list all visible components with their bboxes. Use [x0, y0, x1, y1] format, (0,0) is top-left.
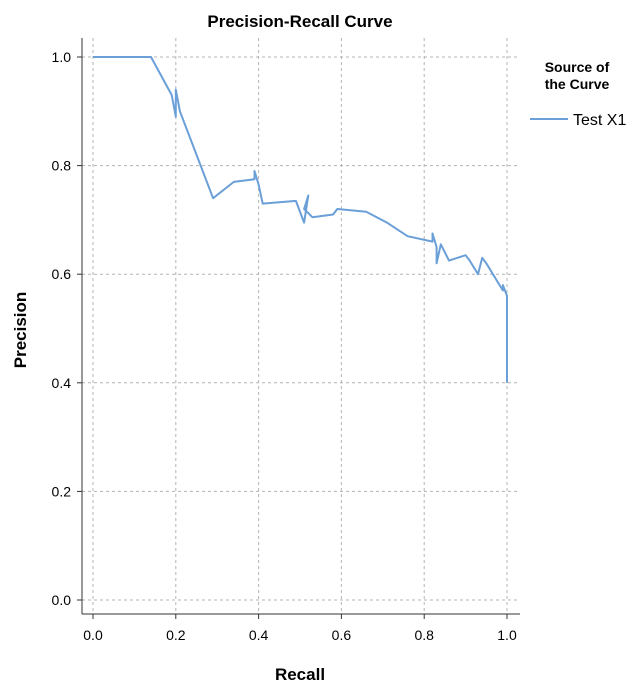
x-tick-label: 0.0 — [83, 627, 103, 643]
y-tick-label: 0.8 — [52, 158, 72, 174]
y-axis-label: Precision — [11, 292, 30, 369]
y-ticks: 0.0 0.2 0.4 0.6 0.8 1.0 — [52, 49, 82, 608]
x-tick-label: 0.2 — [166, 627, 186, 643]
legend-title-line-2: the Curve — [545, 76, 610, 92]
y-tick-label: 0.2 — [52, 483, 72, 499]
plot-series — [93, 56, 508, 383]
grid — [82, 38, 520, 614]
legend: Source of the Curve Test X1 — [530, 59, 626, 129]
legend-entry-label: Test X1 — [573, 112, 626, 129]
x-axis-label: Recall — [275, 665, 325, 683]
x-ticks: 0.0 0.2 0.4 0.6 0.8 1.0 — [83, 614, 517, 643]
x-tick-label: 0.6 — [332, 627, 352, 643]
chart-title: Precision-Recall Curve — [207, 12, 392, 31]
axes — [81, 38, 520, 615]
legend-title-line-1: Source of — [545, 59, 610, 75]
y-tick-label: 0.6 — [52, 266, 72, 282]
y-tick-label: 0.4 — [52, 375, 72, 391]
y-tick-label: 0.0 — [52, 592, 72, 608]
series-line-test-x1 — [93, 56, 508, 383]
x-tick-label: 1.0 — [497, 627, 517, 643]
y-tick-label: 1.0 — [52, 49, 72, 65]
x-tick-label: 0.8 — [414, 627, 434, 643]
x-tick-label: 0.4 — [249, 627, 269, 643]
